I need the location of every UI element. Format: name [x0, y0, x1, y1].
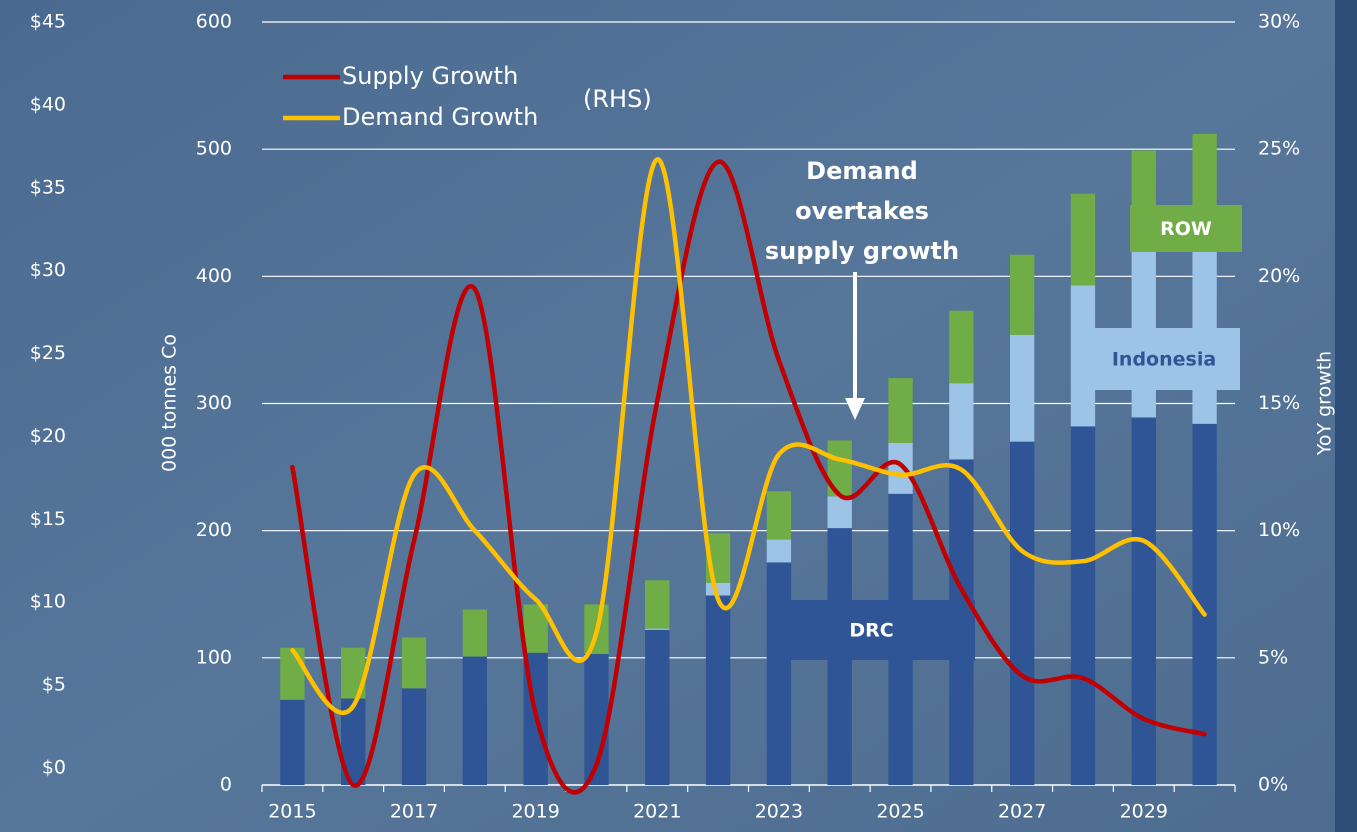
- bar-segment: [949, 311, 973, 383]
- bar-segment: [280, 700, 304, 785]
- y2-tick-label: 0%: [1258, 774, 1288, 796]
- price-tick-label: $45: [30, 11, 66, 33]
- bar-segment: [463, 610, 487, 657]
- y-tick-label: 0: [220, 774, 232, 796]
- bar-segment: [706, 596, 730, 785]
- x-tick-label: 2029: [1120, 801, 1168, 823]
- y2-tick-label: 20%: [1258, 265, 1300, 287]
- bar-segment: [1071, 426, 1095, 785]
- x-tick-label: 2019: [511, 801, 559, 823]
- bar-segment: [767, 491, 791, 539]
- annotation: overtakes: [795, 197, 929, 225]
- y2-tick-label: 30%: [1258, 11, 1300, 33]
- bar-segment: [767, 562, 791, 785]
- legend-note: (RHS): [583, 85, 652, 113]
- bar-segment: [828, 496, 852, 528]
- y-axis-label: 000 tonnes Co: [159, 334, 181, 472]
- bar-segment: [1010, 335, 1034, 442]
- price-tick-label: $0: [42, 757, 66, 779]
- bar-segment: [1132, 417, 1156, 785]
- bar-segment: [949, 383, 973, 459]
- price-tick-label: $5: [42, 674, 66, 696]
- x-tick-label: 2027: [998, 801, 1046, 823]
- y2-axis-label: YoY growth: [1314, 351, 1336, 456]
- y-tick-label: 100: [196, 646, 232, 668]
- bar-segment: [1071, 194, 1095, 286]
- price-tick-label: $15: [30, 508, 66, 530]
- price-tick-label: $25: [30, 342, 66, 364]
- edge-strip: [1335, 0, 1357, 832]
- segment-label: ROW: [1160, 218, 1212, 240]
- price-tick-label: $30: [30, 259, 66, 281]
- y2-tick-label: 25%: [1258, 138, 1300, 160]
- bar-segment: [402, 637, 426, 688]
- x-tick-label: 2017: [390, 801, 438, 823]
- bar-segment: [1010, 255, 1034, 335]
- bar-segment: [463, 657, 487, 785]
- price-tick-label: $10: [30, 591, 66, 613]
- y2-tick-label: 10%: [1258, 519, 1300, 541]
- segment-label: Indonesia: [1112, 349, 1216, 371]
- y-tick-label: 600: [196, 11, 232, 33]
- segment-label: DRC: [849, 620, 893, 642]
- x-tick-label: 2021: [633, 801, 681, 823]
- price-tick-label: $40: [30, 93, 66, 115]
- legend-label: Supply Growth: [342, 62, 518, 90]
- page: 000 tonnes Co YoY growth 0 100 200 300 400 50…: [0, 0, 1357, 832]
- annotation: supply growth: [765, 237, 959, 265]
- price-tick-label: $35: [30, 176, 66, 198]
- bar-segment: [280, 648, 304, 700]
- y-tick-label: 300: [196, 392, 232, 414]
- bar-segment: [645, 630, 669, 785]
- bar-segment: [888, 443, 912, 494]
- x-tick-label: 2015: [268, 801, 316, 823]
- annotation: Demand: [806, 157, 918, 185]
- bar-segment: [888, 378, 912, 443]
- chart: 000 tonnes Co YoY growth 0 100 200 300 400 50…: [0, 0, 1357, 832]
- price-tick-label: $20: [30, 425, 66, 447]
- bar-segment: [645, 629, 669, 630]
- bar-segment: [645, 580, 669, 628]
- x-tick-label: 2023: [755, 801, 803, 823]
- bar-segment: [767, 540, 791, 563]
- x-tick-label: 2025: [876, 801, 924, 823]
- y2-tick-label: 15%: [1258, 392, 1300, 414]
- legend-label: Demand Growth: [342, 103, 538, 131]
- y-tick-label: 200: [196, 519, 232, 541]
- y-tick-label: 400: [196, 265, 232, 287]
- y-tick-label: 500: [196, 138, 232, 160]
- y2-tick-label: 5%: [1258, 646, 1288, 668]
- bar-segment: [402, 688, 426, 785]
- bar-segment: [1010, 442, 1034, 785]
